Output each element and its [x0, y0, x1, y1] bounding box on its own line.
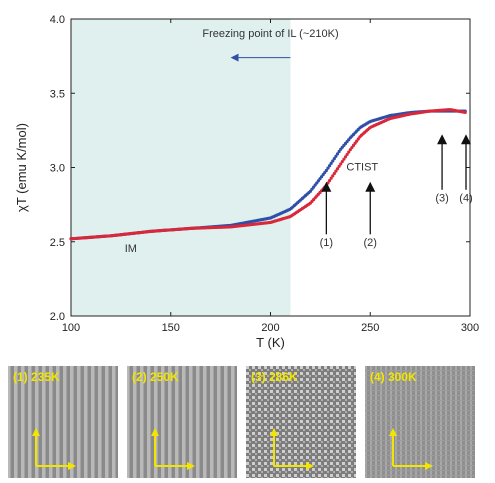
data-point — [339, 162, 343, 166]
x-tick-label: 300 — [461, 322, 479, 334]
data-point — [329, 176, 333, 180]
data-point — [340, 159, 344, 164]
x-tick-label: 150 — [162, 322, 180, 334]
panel-label: (4) 300K — [370, 370, 417, 384]
image-panel-2: (2) 250K — [127, 366, 237, 478]
image-panels: (1) 235K (2) 250K (3) 286K (4) 300K — [8, 366, 475, 478]
annotation-label: (3) — [435, 193, 448, 205]
data-point — [345, 152, 349, 157]
data-point — [327, 164, 332, 168]
annotation-label: CTIST — [346, 161, 378, 173]
data-point — [347, 150, 351, 154]
frozen-region-shade — [71, 19, 291, 316]
x-tick-label: 250 — [361, 322, 379, 334]
data-point — [463, 110, 467, 115]
y-tick-label: 3.0 — [50, 163, 65, 175]
y-tick-label: 3.5 — [50, 88, 65, 100]
data-point — [329, 161, 333, 165]
data-point — [324, 168, 328, 173]
annotation-layer: Freezing point of IL (~210K) CTIST IM (1) (2… — [125, 28, 473, 255]
panel-label: (1) 235K — [13, 370, 60, 384]
image-panel-4: (4) 300K — [365, 366, 475, 478]
data-point — [343, 155, 348, 159]
series-layer — [69, 108, 467, 241]
data-point — [334, 154, 338, 158]
chart: 100 150 200 250 300 2.0 2.5 3.0 3.5 4.0 Freezing … — [14, 14, 479, 350]
x-axis-title: T (K) — [256, 335, 285, 350]
annotation-label: Freezing point of IL (~210K) — [202, 28, 338, 40]
y-axis-title: χT (emu K/mol) — [14, 123, 29, 212]
data-point — [335, 167, 340, 171]
image-panel-1: (1) 235K — [8, 366, 118, 478]
annotation-label: (2) — [364, 237, 377, 249]
panel-image — [127, 366, 237, 478]
data-point — [331, 159, 335, 163]
data-point — [327, 178, 332, 183]
panel-label: (3) 286K — [251, 370, 298, 384]
data-point — [334, 169, 338, 173]
data-point — [332, 171, 336, 176]
data-point — [326, 166, 330, 170]
panel-label: (2) 250K — [132, 370, 179, 384]
y-tick-label: 2.0 — [50, 311, 65, 323]
image-panel-3: (3) 286K — [246, 366, 356, 478]
data-point — [331, 174, 335, 178]
panel-image — [246, 366, 356, 478]
data-point — [342, 157, 346, 161]
panel-image — [365, 366, 475, 478]
axis-ticks: 100 150 200 250 300 2.0 2.5 3.0 3.5 4.0 — [50, 14, 479, 334]
data-point — [337, 149, 341, 154]
data-point — [332, 156, 336, 161]
y-tick-label: 2.5 — [50, 237, 65, 249]
annotation-label: IM — [125, 243, 137, 255]
annotation-label: (4) — [459, 193, 472, 205]
annotation-label: (1) — [320, 237, 333, 249]
y-tick-label: 4.0 — [50, 14, 65, 26]
data-point — [337, 164, 341, 168]
x-tick-label: 100 — [62, 322, 80, 334]
panel-image — [8, 366, 118, 478]
data-point — [335, 152, 340, 156]
x-tick-label: 200 — [261, 322, 279, 334]
